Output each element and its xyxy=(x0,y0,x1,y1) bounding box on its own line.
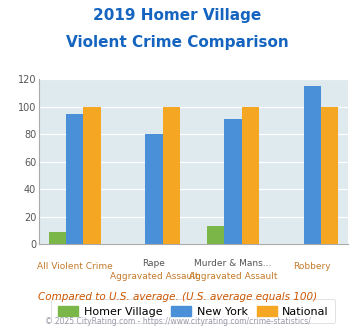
Text: All Violent Crime: All Violent Crime xyxy=(37,262,113,271)
Bar xyxy=(242,107,259,244)
Bar xyxy=(66,114,83,244)
Text: Aggravated Assault: Aggravated Assault xyxy=(110,272,198,281)
Bar xyxy=(83,107,101,244)
Text: © 2025 CityRating.com - https://www.cityrating.com/crime-statistics/: © 2025 CityRating.com - https://www.city… xyxy=(45,317,310,326)
Bar xyxy=(207,226,224,244)
Bar xyxy=(224,119,242,244)
Bar xyxy=(49,232,66,244)
Bar xyxy=(163,107,180,244)
Text: Murder & Mans...: Murder & Mans... xyxy=(195,259,272,268)
Text: Robbery: Robbery xyxy=(294,262,331,271)
Text: Aggravated Assault: Aggravated Assault xyxy=(189,272,277,281)
Text: Compared to U.S. average. (U.S. average equals 100): Compared to U.S. average. (U.S. average … xyxy=(38,292,317,302)
Legend: Homer Village, New York, National: Homer Village, New York, National xyxy=(51,299,335,323)
Text: Rape: Rape xyxy=(142,259,165,268)
Text: Violent Crime Comparison: Violent Crime Comparison xyxy=(66,35,289,50)
Bar xyxy=(321,107,338,244)
Bar xyxy=(145,134,163,244)
Text: 2019 Homer Village: 2019 Homer Village xyxy=(93,8,262,23)
Bar xyxy=(304,86,321,244)
